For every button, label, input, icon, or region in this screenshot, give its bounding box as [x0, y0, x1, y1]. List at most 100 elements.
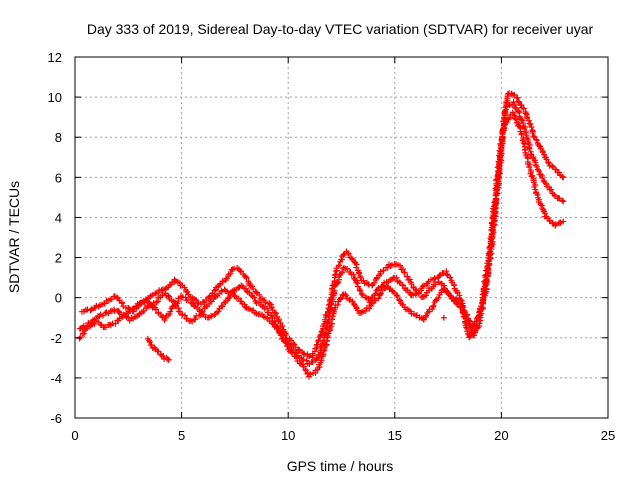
data-point	[406, 276, 413, 283]
data-point	[339, 292, 346, 299]
data-point	[432, 275, 439, 282]
data-point	[415, 290, 422, 297]
data-point	[395, 296, 402, 303]
data-point	[463, 324, 470, 331]
data-point	[529, 172, 536, 179]
data-point	[356, 270, 363, 277]
data-point	[394, 293, 401, 300]
data-point	[264, 305, 271, 312]
y-tick-label: 12	[48, 50, 62, 65]
data-point	[315, 337, 322, 344]
data-point	[91, 320, 98, 327]
data-point	[545, 160, 552, 167]
data-point	[314, 355, 321, 362]
y-tick-label: 4	[55, 210, 62, 225]
x-tick-label: 15	[388, 428, 402, 443]
data-point	[440, 286, 447, 293]
data-point	[87, 307, 94, 314]
data-point	[436, 273, 443, 280]
data-point	[271, 318, 278, 325]
data-point	[130, 305, 137, 312]
data-point	[393, 292, 400, 299]
data-point	[503, 119, 510, 126]
series-track-b	[78, 90, 567, 361]
data-point	[528, 124, 535, 131]
data-point	[320, 348, 327, 355]
data-point	[520, 105, 527, 112]
data-point	[238, 298, 245, 305]
data-point	[362, 307, 369, 314]
data-point	[521, 125, 528, 132]
data-point	[535, 167, 542, 174]
data-point	[419, 294, 426, 301]
data-point	[529, 130, 536, 137]
data-point	[295, 346, 302, 353]
data-point	[284, 343, 291, 350]
data-point	[76, 335, 83, 342]
data-point	[118, 300, 125, 307]
data-point	[282, 339, 289, 346]
data-point	[388, 262, 395, 269]
data-point	[334, 301, 341, 308]
data-point	[397, 262, 404, 269]
data-point	[181, 284, 188, 291]
data-point	[266, 300, 273, 307]
data-point	[483, 280, 490, 287]
data-point	[251, 294, 258, 301]
data-point	[350, 300, 357, 307]
data-point	[514, 94, 521, 101]
data-point	[419, 283, 426, 290]
data-point	[167, 308, 174, 315]
data-point	[318, 328, 325, 335]
data-point	[162, 286, 169, 293]
data-point	[401, 269, 408, 276]
y-tick-label: 0	[55, 291, 62, 306]
data-point	[325, 302, 332, 309]
data-point	[289, 349, 296, 356]
data-point	[440, 282, 447, 289]
data-point	[560, 218, 567, 225]
data-point	[237, 267, 244, 274]
data-point	[377, 290, 384, 297]
data-point	[516, 123, 523, 130]
data-point	[329, 313, 336, 320]
data-point	[277, 332, 284, 339]
data-point	[106, 321, 113, 328]
data-point	[155, 348, 162, 355]
data-point	[422, 292, 429, 299]
data-point	[532, 159, 539, 166]
data-point	[440, 314, 447, 321]
data-point	[327, 294, 334, 301]
data-point	[114, 294, 121, 301]
data-point	[142, 305, 149, 312]
data-point	[338, 269, 345, 276]
data-point	[160, 353, 167, 360]
data-point	[451, 296, 458, 303]
data-point	[499, 126, 506, 133]
data-point	[435, 294, 442, 301]
data-point	[184, 288, 191, 295]
data-point	[548, 186, 555, 193]
data-point	[478, 310, 485, 317]
data-point	[518, 131, 525, 138]
data-point	[358, 290, 365, 297]
data-point	[192, 316, 199, 323]
data-point	[466, 320, 473, 327]
data-point	[227, 270, 234, 277]
data-point	[288, 349, 295, 356]
series-track-c	[76, 109, 567, 380]
data-point	[396, 297, 403, 304]
data-point	[513, 116, 520, 123]
data-point	[331, 272, 338, 279]
data-point	[303, 357, 310, 364]
data-point	[356, 287, 363, 294]
data-point	[412, 286, 419, 293]
data-point	[81, 330, 88, 337]
x-tick-label: 5	[178, 428, 185, 443]
data-point	[375, 284, 382, 291]
data-point	[344, 265, 351, 272]
data-point	[539, 175, 546, 182]
y-tick-label: 2	[55, 251, 62, 266]
